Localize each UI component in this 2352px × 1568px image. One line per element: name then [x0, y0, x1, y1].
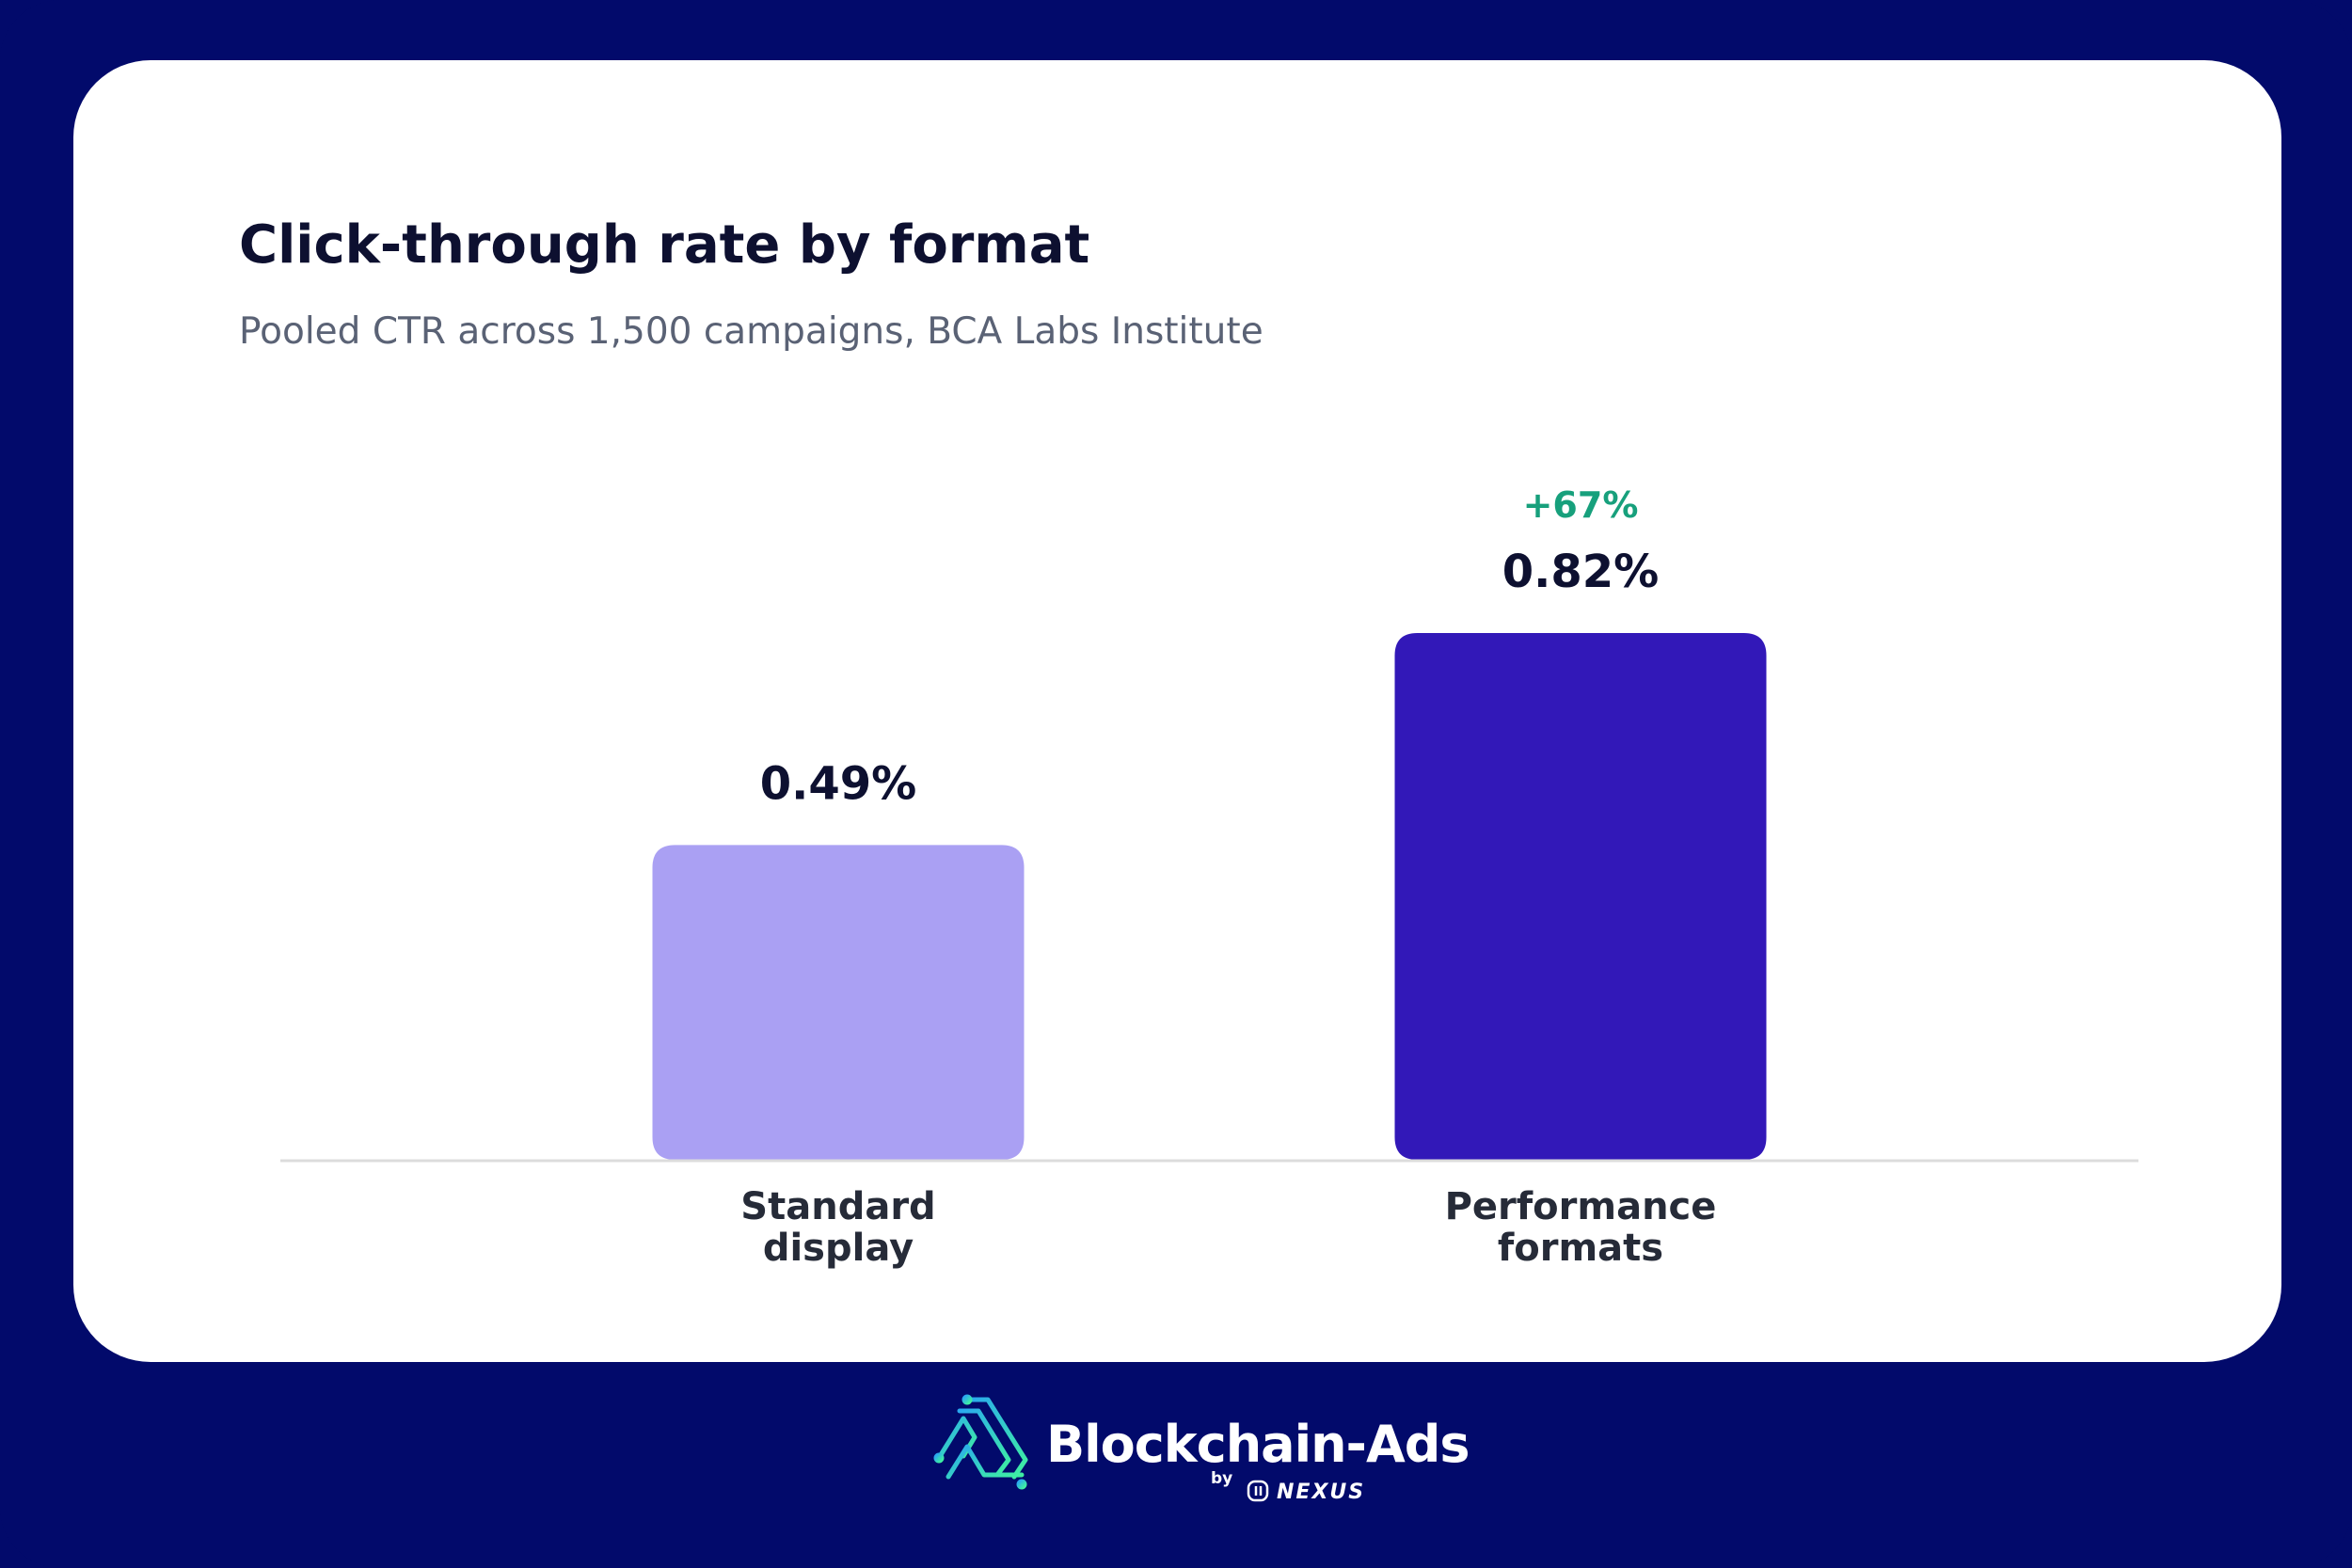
category-label-1-line-0: Performance: [1445, 1185, 1717, 1228]
logo-partner-wordmark: NEXUS: [1277, 1481, 1366, 1504]
category-label-0-line-1: display: [763, 1227, 914, 1270]
chart-subtitle: Pooled CTR across 1,500 campaigns, BCA L…: [239, 310, 1263, 353]
chart-title: Click-through rate by format: [239, 214, 1090, 276]
category-label-1-line-1: formats: [1498, 1227, 1663, 1270]
logo-by-text: by: [1211, 1469, 1233, 1488]
bar-0: [652, 845, 1025, 1160]
nexus-logo-icon: [1247, 1480, 1269, 1502]
logo-wordmark: Blockchain-Ads: [1046, 1415, 1470, 1474]
uplift-annotation-0: +67%: [1523, 484, 1639, 526]
category-label-0-line-0: Standard: [740, 1185, 935, 1228]
bars-layer: [652, 632, 1767, 1160]
value-label-1: 0.82%: [1502, 546, 1660, 598]
value-label-0: 0.49%: [760, 757, 917, 810]
brand-logo: Blockchain-Ads by NEXUS: [931, 1390, 1470, 1513]
bar-1: [1394, 632, 1767, 1160]
blockchain-ads-logo-icon: [933, 1394, 1028, 1490]
chart-card: [73, 60, 2281, 1362]
